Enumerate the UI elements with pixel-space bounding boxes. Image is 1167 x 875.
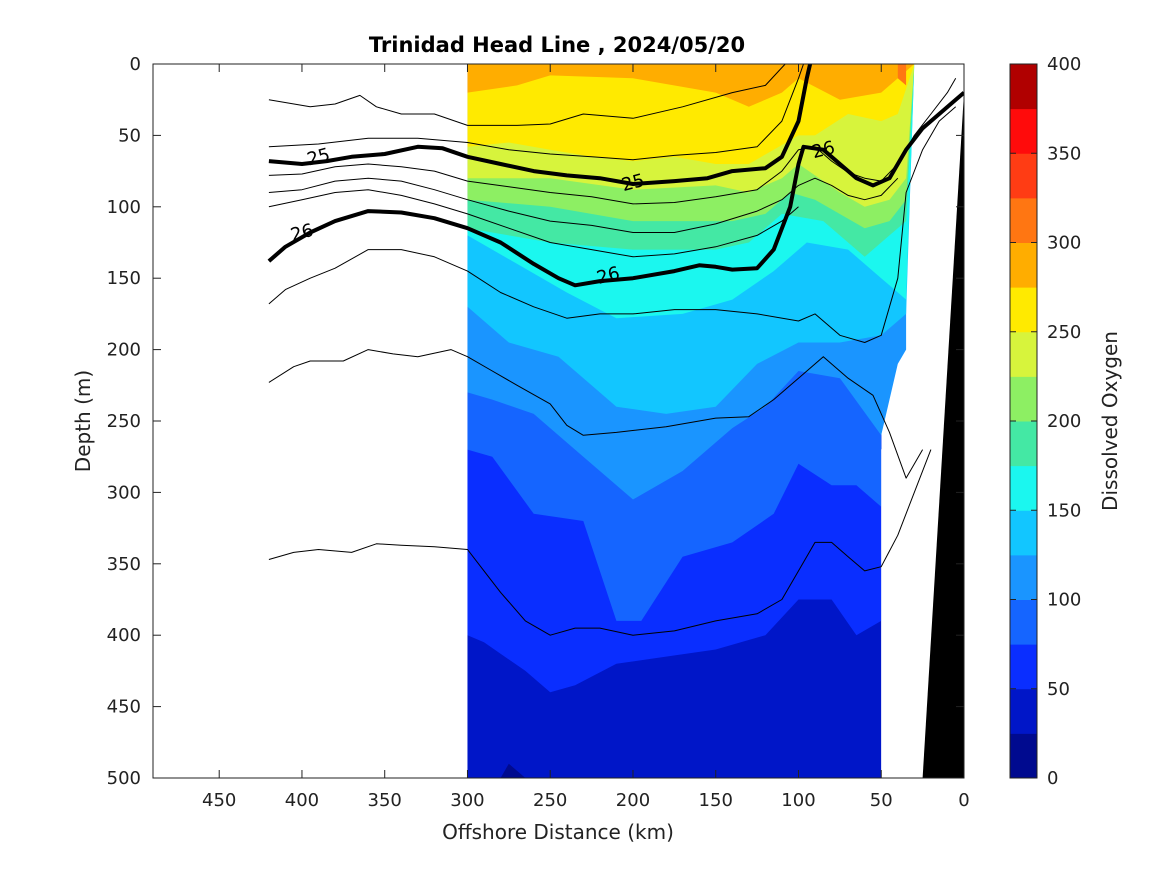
x-axis-ticks: 450 400 350 300 250 200 150 100 50 0 — [202, 64, 970, 811]
y-axis-ticks: 0 50 100 150 200 250 300 350 400 450 500 — [107, 54, 964, 789]
density-contour-1 — [268, 64, 804, 161]
colorbar-tick-label: 300 — [1047, 233, 1081, 254]
colorbar-tick-label: 0 — [1047, 768, 1058, 789]
y-axis-label: Depth (m) — [71, 370, 95, 472]
density-contour-4 — [268, 177, 899, 233]
x-tick-label: 50 — [870, 790, 893, 811]
colorbar-tick-label: 400 — [1047, 54, 1081, 75]
colorbar-segment — [1010, 644, 1037, 690]
y-tick-label: 200 — [107, 340, 141, 361]
y-tick-label: 150 — [107, 268, 141, 289]
x-tick-label: 250 — [533, 790, 567, 811]
x-axis-label: Offshore Distance (km) — [442, 820, 674, 844]
chart-title: Trinidad Head Line , 2024/05/20 — [369, 33, 745, 57]
oxygen-high-patch — [897, 64, 907, 86]
colorbar-segment — [1010, 688, 1037, 734]
y-tick-label: 300 — [107, 482, 141, 503]
y-tick-label: 250 — [107, 411, 141, 432]
oxygen-fill-layers — [467, 64, 964, 778]
x-tick-label: 350 — [368, 790, 402, 811]
colorbar-segment — [1010, 376, 1037, 422]
colorbar-segment — [1010, 554, 1037, 600]
x-tick-label: 200 — [616, 790, 650, 811]
density-contour-24.5 — [268, 64, 786, 126]
colorbar-tick-label: 150 — [1047, 500, 1081, 521]
colorbar-segment — [1010, 153, 1037, 199]
y-tick-label: 350 — [107, 554, 141, 575]
y-tick-label: 500 — [107, 768, 141, 789]
seafloor-fill — [922, 92, 964, 778]
colorbar-segment — [1010, 599, 1037, 645]
y-tick-label: 400 — [107, 625, 141, 646]
colorbar-segment — [1010, 421, 1037, 467]
colorbar-tick-label: 350 — [1047, 143, 1081, 164]
oxygen-deep-patch — [500, 763, 526, 778]
x-tick-label: 300 — [450, 790, 484, 811]
oxygen-layer-250 — [467, 64, 915, 164]
colorbar-segment — [1010, 733, 1037, 779]
seafloor-topography — [922, 92, 964, 778]
nearshore-mask — [881, 349, 915, 778]
colorbar-segment — [1010, 64, 1037, 110]
colorbar-segment — [1010, 108, 1037, 154]
x-tick-label: 450 — [202, 790, 236, 811]
colorbar-segment — [1010, 242, 1037, 288]
colorbar-segment — [1010, 197, 1037, 243]
x-tick-label: 150 — [699, 790, 733, 811]
colorbar-tick-label: 200 — [1047, 411, 1081, 432]
oxygen-layer-275 — [467, 64, 915, 107]
y-tick-label: 50 — [118, 125, 141, 146]
density-contour-5 — [268, 189, 799, 258]
y-tick-label: 100 — [107, 197, 141, 218]
x-tick-label: 400 — [285, 790, 319, 811]
density-contour-8 — [268, 349, 924, 479]
colorbar-tick-label: 50 — [1047, 679, 1070, 700]
y-tick-label: 450 — [107, 697, 141, 718]
y-tick-label: 0 — [130, 54, 141, 75]
density-contour-26 — [267, 91, 964, 288]
density-contour-7 — [268, 106, 957, 343]
density-contour-25 — [268, 64, 813, 186]
density-contours — [267, 64, 964, 636]
colorbar-segment — [1010, 465, 1037, 511]
colorbar-segment — [1010, 287, 1037, 333]
colorbar: 0 50 100 150 200 250 300 350 400 — [1009, 54, 1081, 789]
colorbar-tick-label: 100 — [1047, 590, 1081, 611]
colorbar-tick-label: 250 — [1047, 322, 1081, 343]
density-contour-9 — [268, 449, 932, 636]
x-tick-label: 100 — [781, 790, 815, 811]
colorbar-label: Dissolved Oxygen — [1098, 331, 1122, 511]
colorbar-segment — [1010, 331, 1037, 377]
colorbar-segment — [1010, 510, 1037, 556]
x-tick-label: 0 — [958, 790, 969, 811]
